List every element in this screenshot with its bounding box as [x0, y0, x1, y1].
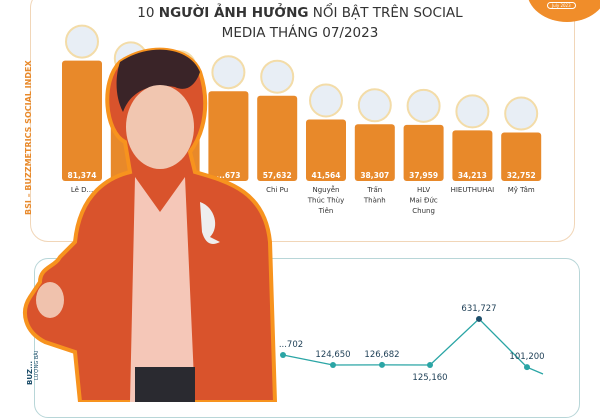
- title-suffix: NỔI BẬT TRÊN SOCIAL: [308, 5, 463, 21]
- line-series: [282, 318, 544, 375]
- line-value-label: 631,727: [461, 304, 496, 314]
- line-value-label: 124,650: [315, 350, 350, 360]
- title-prefix: 10: [137, 5, 159, 21]
- bar: [354, 124, 395, 181]
- avatar: [309, 83, 343, 118]
- bar-value-label: 38,307: [360, 171, 389, 180]
- avatar: [455, 94, 490, 129]
- avatar: [211, 55, 246, 90]
- bar: [62, 60, 102, 181]
- category-label: Mai Đức: [409, 197, 437, 205]
- category-label: HIEUTHUHAI: [451, 186, 495, 194]
- title-line2: MEDIA THÁNG 07/2023: [221, 25, 379, 41]
- chart-title: 10 NGƯỜI ẢNH HƯỞNG NỔI BẬT TRÊN SOCIAL ME…: [130, 3, 470, 43]
- bar-value-label: 37,959: [409, 171, 438, 180]
- bar: [208, 91, 249, 181]
- bar-value-label: 34,213: [458, 171, 487, 180]
- avatar: [65, 24, 99, 59]
- line-value-label: 125,160: [412, 373, 447, 383]
- bar: [403, 124, 444, 181]
- line-value-label: 126,682: [364, 350, 399, 360]
- person-photo: [23, 47, 278, 402]
- category-label: Chi Pu: [266, 186, 288, 194]
- avatar: [504, 96, 539, 131]
- category-label: Nguyễn: [312, 185, 339, 194]
- title-bold: NGƯỜI ẢNH HƯỞNG: [158, 5, 309, 21]
- category-label: Mỹ Tâm: [508, 186, 535, 194]
- line-point: [330, 362, 336, 369]
- avatar: [406, 88, 441, 123]
- category-label: Trấn: [366, 186, 382, 194]
- line-point: [379, 361, 385, 368]
- month-badge: July 2023: [527, 0, 600, 22]
- category-label: Tiên: [318, 207, 334, 215]
- bar-chart-panel: [30, 0, 575, 242]
- avatar: [260, 59, 295, 94]
- bar-value-label: 32,752: [507, 171, 536, 180]
- bar: [257, 95, 298, 181]
- category-label: Thành: [363, 197, 386, 205]
- line-point: [476, 315, 482, 322]
- bar-value-label: 81,374: [68, 171, 97, 180]
- line-value-label: 101,200: [509, 352, 544, 362]
- badge-text: July 2023: [547, 2, 576, 9]
- line-point: [427, 361, 433, 368]
- category-label: Lê D...: [71, 186, 93, 194]
- line-value-label: ...702: [279, 340, 303, 350]
- bar: [306, 119, 346, 181]
- bar: [501, 132, 542, 181]
- bar-value-label: ...673: [216, 171, 240, 180]
- bar-value-label: 57,632: [263, 171, 292, 180]
- line-point: [280, 352, 286, 358]
- bar: [452, 130, 493, 181]
- category-label: Thúc Thùy: [307, 197, 345, 205]
- bar-value-label: 41,564: [312, 171, 341, 180]
- category-label: Chung: [412, 207, 435, 215]
- line-point: [524, 364, 530, 371]
- avatar: [357, 88, 392, 123]
- category-label: HLV: [417, 186, 430, 194]
